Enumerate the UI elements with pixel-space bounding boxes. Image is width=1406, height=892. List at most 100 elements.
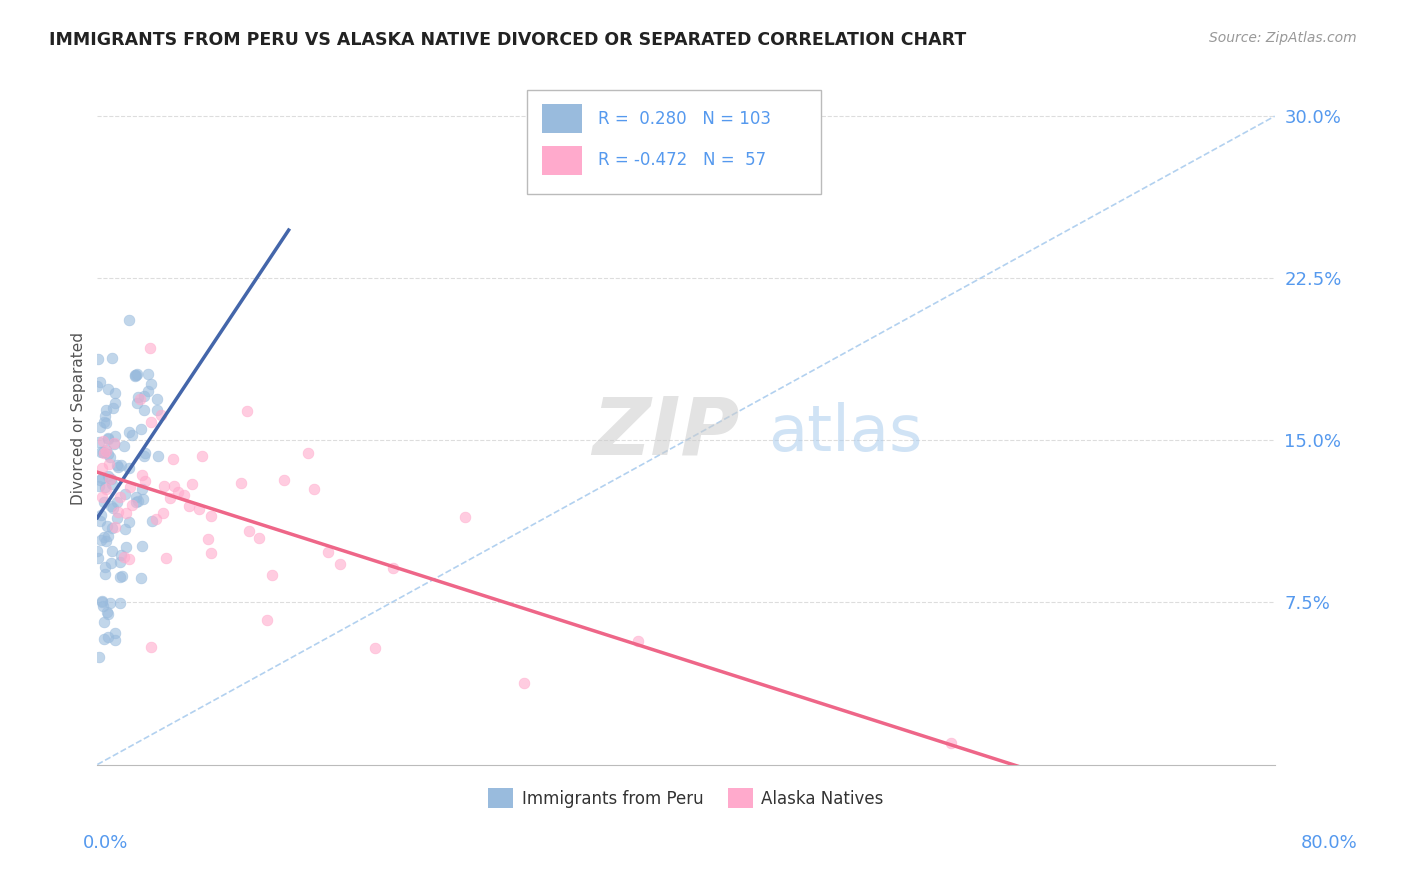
Point bbox=[96, 447, 118, 461]
Point bbox=[87, 550, 110, 565]
Point bbox=[97, 431, 120, 445]
Point bbox=[98, 472, 121, 486]
Point bbox=[96, 605, 118, 619]
Point bbox=[97, 529, 120, 543]
Point bbox=[89, 474, 111, 488]
Point bbox=[101, 351, 124, 365]
Point bbox=[101, 544, 124, 558]
Point bbox=[139, 640, 162, 654]
Point bbox=[134, 474, 156, 488]
Point bbox=[94, 403, 117, 417]
Point bbox=[91, 444, 114, 458]
Point bbox=[97, 630, 120, 644]
Point bbox=[129, 570, 152, 584]
Point bbox=[131, 539, 153, 553]
Point bbox=[97, 468, 120, 483]
Point bbox=[89, 375, 111, 389]
Point bbox=[100, 472, 122, 486]
Point bbox=[115, 506, 138, 520]
Point bbox=[146, 392, 169, 407]
Text: ZIP: ZIP bbox=[592, 393, 740, 472]
Point bbox=[200, 508, 222, 523]
Point bbox=[236, 403, 259, 417]
Point bbox=[110, 596, 132, 610]
Point bbox=[93, 530, 115, 544]
Point bbox=[159, 491, 181, 506]
Point bbox=[90, 445, 112, 459]
Point bbox=[117, 460, 139, 475]
Point bbox=[97, 382, 120, 396]
Point bbox=[150, 409, 173, 423]
Point bbox=[128, 392, 150, 406]
Point bbox=[105, 494, 128, 508]
Point bbox=[134, 389, 156, 403]
Point bbox=[93, 632, 115, 646]
Point bbox=[939, 736, 962, 750]
Point bbox=[104, 429, 127, 443]
Point bbox=[127, 396, 149, 410]
Point bbox=[91, 599, 114, 614]
Point bbox=[96, 519, 118, 533]
Point bbox=[105, 458, 128, 473]
Point bbox=[90, 508, 112, 522]
Point bbox=[139, 415, 162, 429]
Point bbox=[100, 477, 122, 491]
Point bbox=[96, 607, 118, 622]
Text: 80.0%: 80.0% bbox=[1301, 834, 1357, 852]
FancyBboxPatch shape bbox=[527, 90, 821, 194]
Point bbox=[86, 543, 108, 558]
Point bbox=[110, 458, 132, 473]
Point bbox=[118, 312, 141, 326]
Point bbox=[93, 560, 115, 574]
FancyBboxPatch shape bbox=[543, 104, 582, 133]
Point bbox=[141, 514, 163, 528]
Text: 0.0%: 0.0% bbox=[83, 834, 128, 852]
Point bbox=[108, 555, 131, 569]
Point bbox=[110, 549, 132, 563]
Point bbox=[316, 545, 339, 559]
Point bbox=[256, 613, 278, 627]
FancyBboxPatch shape bbox=[543, 145, 582, 175]
Point bbox=[86, 352, 108, 367]
Point bbox=[93, 615, 115, 629]
Point bbox=[94, 480, 117, 494]
Point bbox=[118, 552, 141, 566]
Point bbox=[103, 436, 125, 450]
Point bbox=[381, 561, 404, 575]
Point bbox=[131, 468, 153, 483]
Point bbox=[134, 403, 156, 417]
Point bbox=[162, 452, 184, 467]
Point bbox=[152, 506, 174, 520]
Point bbox=[262, 568, 284, 582]
Point bbox=[104, 386, 127, 401]
Point bbox=[146, 403, 169, 417]
Point bbox=[173, 488, 195, 502]
Point bbox=[131, 491, 153, 506]
Point bbox=[94, 409, 117, 423]
Point bbox=[98, 458, 121, 472]
Point bbox=[129, 422, 152, 436]
Point bbox=[188, 502, 211, 516]
Point bbox=[238, 524, 260, 538]
Point bbox=[104, 396, 127, 410]
Point bbox=[86, 379, 108, 393]
Point bbox=[121, 427, 143, 442]
Point bbox=[94, 566, 117, 581]
Point bbox=[121, 498, 143, 512]
Point bbox=[166, 484, 188, 499]
Point bbox=[108, 490, 131, 504]
Point bbox=[125, 368, 148, 383]
Point bbox=[120, 480, 142, 494]
Point bbox=[328, 558, 350, 572]
Point bbox=[100, 556, 122, 570]
Point bbox=[93, 446, 115, 460]
Point bbox=[136, 367, 159, 381]
Point bbox=[94, 482, 117, 496]
Point bbox=[125, 367, 148, 381]
Point bbox=[146, 449, 169, 463]
Point bbox=[111, 569, 134, 583]
Point bbox=[105, 511, 128, 525]
Point bbox=[90, 533, 112, 547]
Point bbox=[94, 533, 117, 548]
Point bbox=[364, 640, 387, 655]
